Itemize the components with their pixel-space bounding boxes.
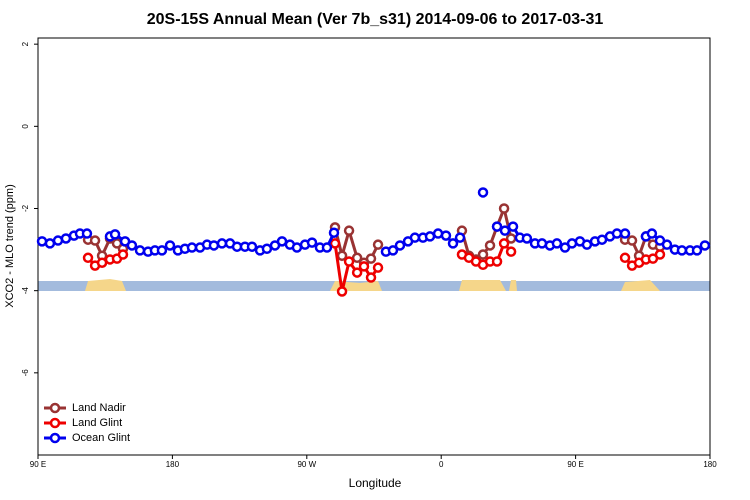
legend-label: Ocean Glint <box>72 432 130 444</box>
point <box>394 240 406 251</box>
point <box>291 242 303 253</box>
point <box>619 252 631 264</box>
point <box>372 262 384 273</box>
y-tick-label: 2 <box>21 41 30 46</box>
point <box>365 272 377 283</box>
point <box>498 203 510 214</box>
point <box>336 286 348 297</box>
point <box>186 242 198 253</box>
x-tick-label: 0 <box>439 460 444 469</box>
point <box>164 240 176 251</box>
point <box>477 249 489 260</box>
x-tick-label: 90 E <box>30 460 46 469</box>
point <box>328 227 340 238</box>
y-tick-label: -4 <box>21 287 30 295</box>
point <box>321 242 333 253</box>
point <box>261 243 273 255</box>
point <box>409 232 421 243</box>
point <box>498 238 510 249</box>
point <box>351 267 363 278</box>
point <box>626 235 638 246</box>
point <box>505 246 517 257</box>
legend-label: Land Nadir <box>72 402 126 414</box>
land-band <box>621 280 660 291</box>
point <box>358 261 370 272</box>
point <box>491 221 503 232</box>
point <box>60 233 72 244</box>
y-axis-label: XCO2 - MLO trend (ppm) <box>4 184 16 307</box>
point <box>484 240 496 251</box>
point <box>661 239 673 250</box>
point <box>551 238 563 249</box>
point <box>365 253 377 264</box>
point <box>477 187 489 198</box>
point <box>654 249 666 260</box>
point <box>109 229 121 240</box>
point <box>387 245 399 256</box>
point <box>82 252 94 264</box>
point <box>44 238 56 249</box>
point <box>581 239 593 250</box>
y-tick-label: -2 <box>21 204 30 212</box>
point <box>134 245 146 256</box>
point <box>424 231 436 242</box>
point <box>343 225 355 236</box>
point <box>447 238 459 249</box>
point <box>507 221 519 232</box>
point <box>89 235 101 246</box>
legend-marker <box>49 417 61 429</box>
legend: Land Nadir Land Glint Ocean Glint <box>44 402 130 444</box>
x-axis-label: Longitude <box>349 476 402 490</box>
point <box>156 245 168 256</box>
point <box>491 256 503 267</box>
point <box>611 228 623 239</box>
point <box>521 233 533 244</box>
point <box>499 225 511 236</box>
land-band <box>85 279 126 291</box>
legend-marker <box>49 402 61 414</box>
point <box>691 245 703 256</box>
x-tick-label: 180 <box>703 460 717 469</box>
x-tick-label: 180 <box>166 460 180 469</box>
point <box>676 245 688 256</box>
point <box>117 249 129 260</box>
point <box>126 240 138 251</box>
point <box>454 232 466 243</box>
point <box>208 240 220 251</box>
point <box>246 241 258 252</box>
legend-marker <box>49 432 61 444</box>
x-tick-label: 90 W <box>297 460 316 469</box>
point <box>646 228 658 239</box>
point <box>372 239 384 250</box>
x-tick-label: 90 E <box>567 460 583 469</box>
y-tick-label: -6 <box>21 369 30 377</box>
point <box>351 252 363 264</box>
legend-label: Land Glint <box>72 417 122 429</box>
point <box>81 228 93 239</box>
land-band <box>459 280 517 291</box>
point <box>619 228 631 239</box>
chart-title: 20S-15S Annual Mean (Ver 7b_s31) 2014-09… <box>147 11 604 28</box>
point <box>440 230 452 241</box>
point <box>216 238 228 249</box>
point <box>329 238 341 249</box>
y-tick-label: 0 <box>21 124 30 129</box>
point <box>699 240 711 251</box>
point <box>306 237 318 248</box>
point <box>343 256 355 267</box>
